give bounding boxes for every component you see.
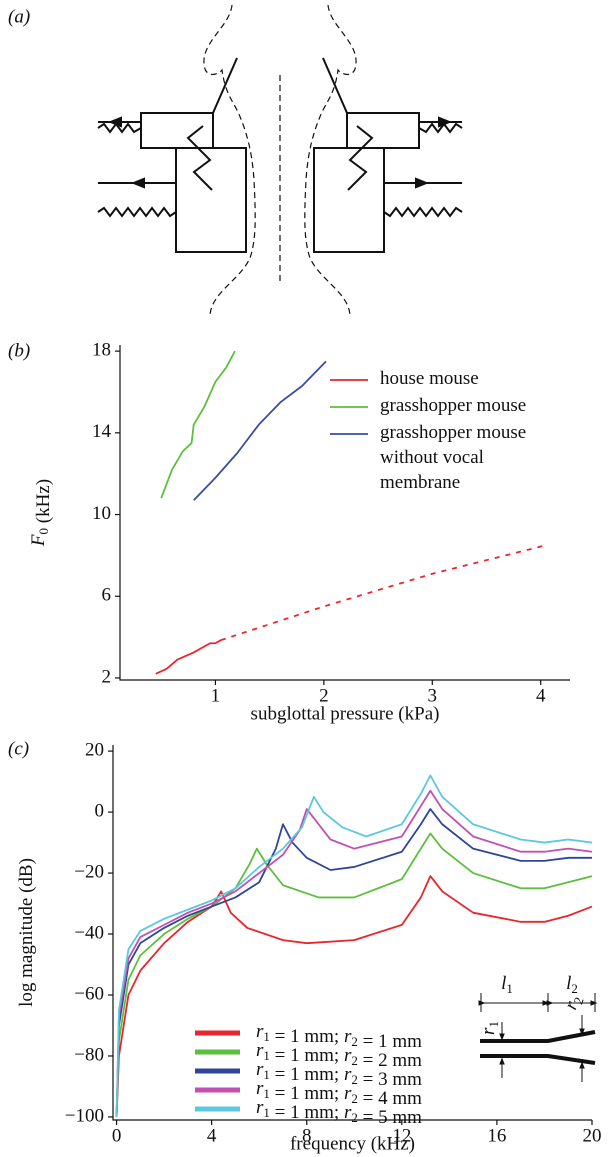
y-tick-label: 20 xyxy=(85,739,104,760)
y-axis-label: log magnitude (dB) xyxy=(16,858,37,1007)
series-line xyxy=(155,639,222,675)
panel-label: (a) xyxy=(8,6,30,27)
y-tick-label: 10 xyxy=(92,503,111,524)
series-line xyxy=(115,774,593,1117)
legend-label: r1 = 1 mm; r2 = 2 mm xyxy=(256,1040,422,1071)
tube-inset: l1 l2 r1 r2 xyxy=(478,973,598,1082)
inset-label: r2 xyxy=(561,992,587,1013)
series-line xyxy=(115,875,593,1117)
legend-label: grasshopper mouse without vocal membrane xyxy=(380,422,526,493)
y-tick-label: 14 xyxy=(92,421,112,442)
x-tick-label: 4 xyxy=(207,1125,217,1146)
right-fold xyxy=(305,5,462,315)
legend-label: r1 = 1 mm; r2 = 1 mm xyxy=(256,1021,422,1052)
y-tick-label: −100 xyxy=(65,1105,104,1126)
inset-label: l1 xyxy=(501,973,513,996)
axis-line xyxy=(119,345,570,681)
x-axis-label: subglottal pressure (kPa) xyxy=(251,703,440,724)
legend-label: house mouse xyxy=(380,368,479,389)
x-tick-label: 12 xyxy=(392,1125,411,1146)
x-tick-label: 8 xyxy=(302,1125,312,1146)
x-tick-label: 1 xyxy=(211,685,221,706)
series-line xyxy=(115,808,592,1117)
axis-line xyxy=(112,745,592,1121)
y-tick-label: −40 xyxy=(74,922,104,943)
series-line xyxy=(115,789,593,1117)
series-line xyxy=(115,832,593,1117)
panel-label: (b) xyxy=(8,340,30,361)
legend-label: grasshopper mouse xyxy=(380,395,526,416)
x-tick-label: 4 xyxy=(536,685,546,706)
inset-label: r1 xyxy=(478,1021,501,1035)
legend-label: r1 = 1 mm; r2 = 3 mm xyxy=(256,1059,422,1090)
legend-label: r1 = 1 mm; r2 = 5 mm xyxy=(256,1097,422,1128)
inset-label: l2 xyxy=(566,973,578,996)
x-tick-label: 20 xyxy=(583,1125,602,1146)
y-tick-label: −60 xyxy=(74,983,104,1004)
series-line xyxy=(220,544,547,642)
y-axis-label: F0 (kHz) xyxy=(28,479,54,547)
y-tick-label: 0 xyxy=(95,800,105,821)
panel-label: (c) xyxy=(8,738,29,759)
y-tick-label: 18 xyxy=(92,339,111,360)
series-line xyxy=(160,350,236,499)
left-fold xyxy=(98,5,255,315)
vocal-fold-diagram xyxy=(98,5,462,315)
y-tick-label: 6 xyxy=(102,585,112,606)
series-line xyxy=(193,360,327,501)
y-tick-label: 2 xyxy=(102,666,112,687)
x-tick-label: 3 xyxy=(428,685,438,706)
x-tick-label: 16 xyxy=(487,1125,506,1146)
y-tick-label: −80 xyxy=(74,1044,104,1065)
x-tick-label: 2 xyxy=(319,685,329,706)
x-axis-label: frequency (kHz) xyxy=(290,1133,415,1154)
legend-label: r1 = 1 mm; r2 = 4 mm xyxy=(256,1078,422,1109)
y-tick-label: −20 xyxy=(74,861,104,882)
x-tick-label: 0 xyxy=(112,1125,122,1146)
